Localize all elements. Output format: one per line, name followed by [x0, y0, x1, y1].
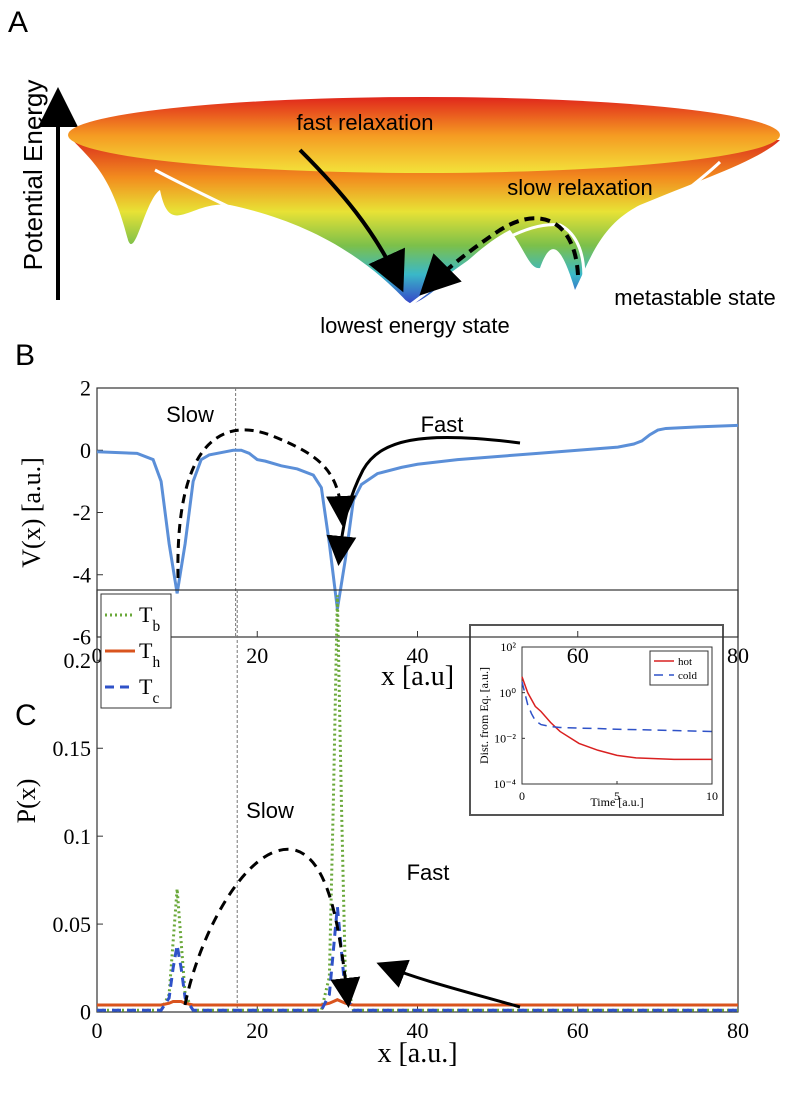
series-line: [521, 676, 712, 761]
panel-label: C: [15, 699, 37, 732]
x-tick-label: 0: [92, 1018, 103, 1043]
legend-label: hot: [678, 656, 692, 668]
y-tick-label: 10²: [500, 640, 516, 654]
legend-box: [649, 650, 709, 686]
panel-label: A: [8, 6, 28, 39]
legend-label: Th: [139, 638, 160, 671]
y-tick-label: 0.1: [64, 824, 92, 849]
x-axis-label: x [a.u]: [381, 661, 454, 692]
annotation: metastable state: [614, 285, 775, 310]
series-line: [521, 681, 713, 733]
annotation-arrow: [326, 435, 521, 566]
slow-arrow: [419, 216, 580, 296]
series-line: [97, 998, 738, 1007]
legend-label: cold: [678, 670, 697, 682]
x-tick-label: 80: [727, 1018, 749, 1043]
y-tick-label: 2: [80, 376, 91, 401]
y-tick-label: 0: [80, 438, 91, 463]
series-line: [97, 906, 738, 1012]
annotation: fast relaxation: [297, 110, 434, 135]
annotation: Slow: [246, 798, 294, 823]
surface-rim: [68, 97, 780, 173]
y-tick-label: 0.15: [53, 736, 92, 761]
x-tick-label: 0: [519, 789, 525, 803]
x-axis-label: Time [a.u.]: [590, 795, 643, 809]
fast-arrow: [298, 148, 405, 293]
series-line: [96, 423, 739, 610]
panel-label: B: [15, 339, 35, 372]
x-tick-label: 60: [567, 1018, 589, 1043]
x-tick-label: 5: [614, 789, 620, 803]
panel-a: A Potential Energy fast relaxation slow …: [8, 6, 780, 338]
annotation-arrow: [376, 959, 521, 1009]
annotation: Fast: [421, 412, 464, 437]
legend-label: Tb: [139, 602, 160, 635]
x-tick-label: 40: [407, 1018, 429, 1043]
y-axis-label: V(x) [a.u.]: [17, 457, 46, 567]
x-tick-label: 20: [246, 1018, 268, 1043]
chart: 0 20 40 60 80 0 0.05 0.1 0.15 0.2 P(x) x [a.u.] Slow…: [12, 589, 749, 1069]
y-tick-label: -4: [73, 562, 91, 587]
annotation-arrow: [183, 847, 361, 1008]
y-tick-label: 0.2: [64, 648, 92, 673]
y-tick-label: 10⁻²: [494, 732, 516, 746]
x-axis-label: x [a.u.]: [377, 1038, 457, 1069]
y-axis-label: Potential Energy: [18, 80, 48, 271]
annotation: Slow: [166, 402, 214, 427]
annotation-arrow: [176, 428, 357, 579]
energy-surface: [68, 135, 780, 305]
annotation: lowest energy state: [320, 313, 510, 338]
y-tick-label: -2: [73, 500, 91, 525]
y-tick-label: 0: [80, 1000, 91, 1025]
profile-line: [154, 160, 722, 307]
x-tick-label: 60: [567, 643, 589, 668]
x-tick-label: 20: [246, 643, 268, 668]
chart: 0 5 10 10⁻⁴ 10⁻² 10⁰ 10² Dist. from Eq. [a.u.] T…: [477, 640, 718, 809]
y-tick-label: -6: [73, 625, 91, 650]
y-axis-label: Dist. from Eq. [a.u.]: [477, 667, 491, 764]
annotation: Fast: [407, 860, 450, 885]
y-axis-label: P(x): [12, 779, 41, 824]
series-line: [97, 595, 738, 1012]
y-tick-label: 10⁰: [499, 686, 516, 700]
y-tick-label: 10⁻⁴: [493, 777, 516, 791]
y-tick-label: 0.05: [53, 912, 92, 937]
x-tick-label: 40: [407, 643, 429, 668]
annotation: slow relaxation: [507, 175, 653, 200]
x-tick-label: 10: [706, 789, 718, 803]
legend-label: Tc: [139, 674, 159, 707]
